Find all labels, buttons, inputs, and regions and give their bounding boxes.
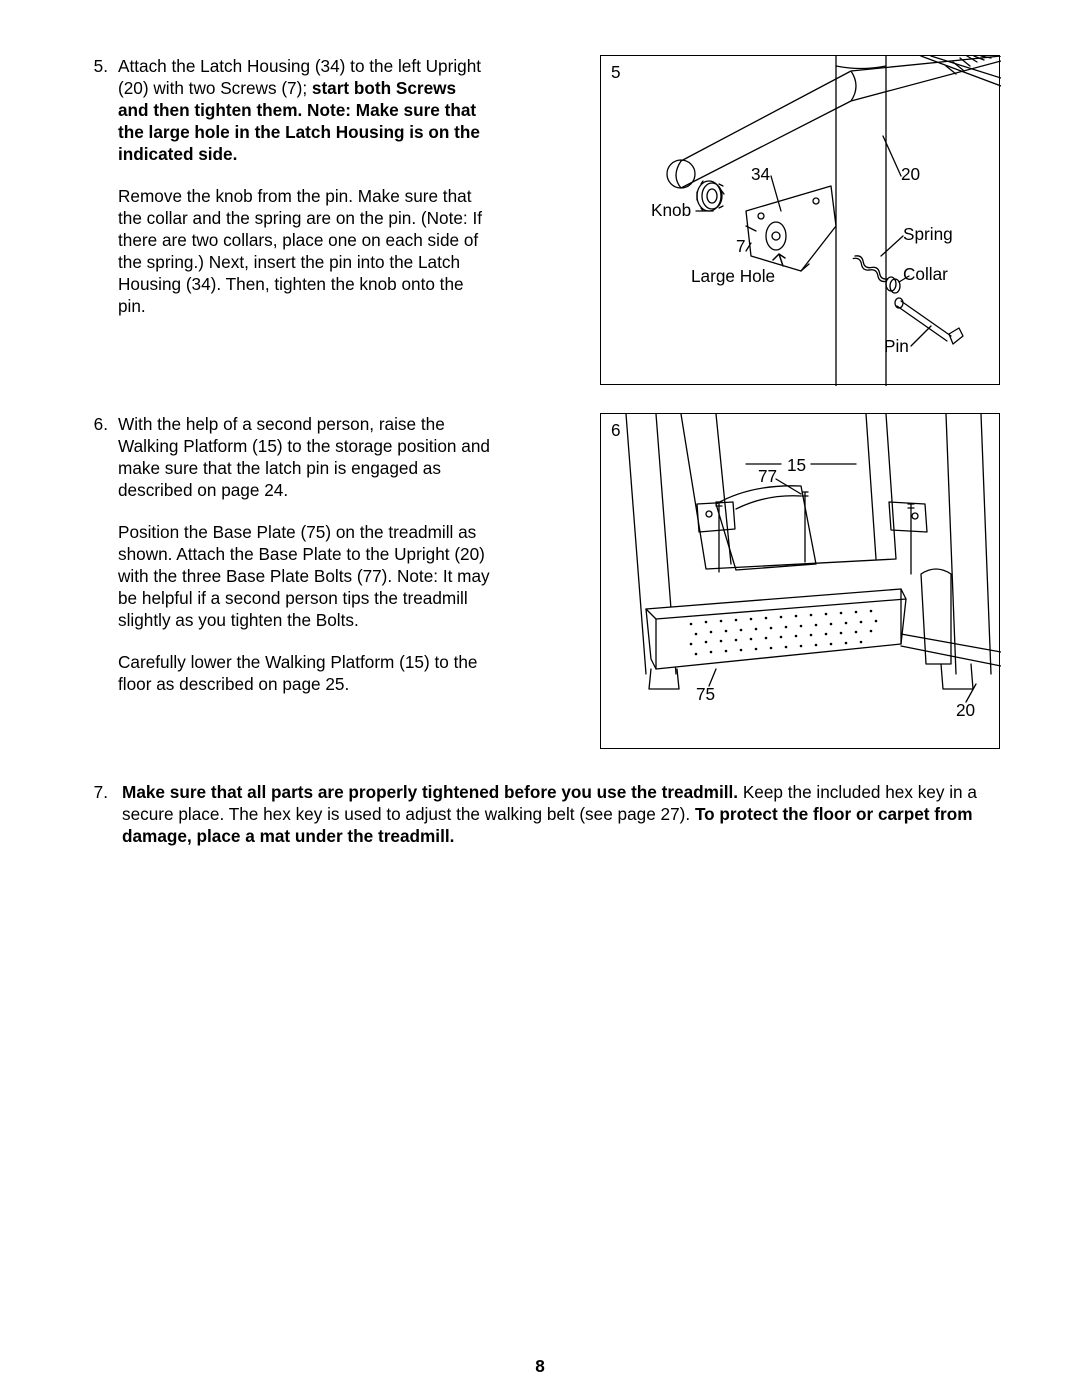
step7-p1: Make sure that all parts are properly ti… (122, 781, 1000, 847)
fig5-label-pin: Pin (884, 336, 909, 357)
step6-p1: With the help of a second person, raise … (118, 413, 490, 501)
fig5-label-collar: Collar (903, 264, 948, 285)
figure-number: 6 (611, 420, 621, 441)
fig6-label-15: 15 (787, 455, 806, 476)
fig6-label-20: 20 (956, 700, 975, 721)
fig5-label-34: 34 (751, 164, 770, 185)
figure-6: 6 (600, 413, 1000, 749)
figure-number: 5 (611, 62, 621, 83)
step6-p3: Carefully lower the Walking Platform (15… (118, 651, 490, 695)
fig6-label-77: 77 (758, 466, 777, 487)
fig5-label-large-hole: Large Hole (691, 266, 775, 287)
step-number: 6. (80, 413, 108, 695)
fig5-label-spring: Spring (903, 224, 953, 245)
step5-p2: Remove the knob from the pin. Make sure … (118, 185, 490, 317)
figure-5: 5 (600, 55, 1000, 385)
fig6-label-75: 75 (696, 684, 715, 705)
page-number: 8 (0, 1356, 1080, 1377)
fig5-label-20: 20 (901, 164, 920, 185)
fig5-label-knob: Knob (651, 200, 691, 221)
step-number: 5. (80, 55, 108, 317)
fig5-label-7: 7 (736, 236, 746, 257)
step5-p1: Attach the Latch Housing (34) to the lef… (118, 55, 490, 165)
step-number: 7. (80, 781, 108, 847)
step6-p2: Position the Base Plate (75) on the trea… (118, 521, 490, 631)
